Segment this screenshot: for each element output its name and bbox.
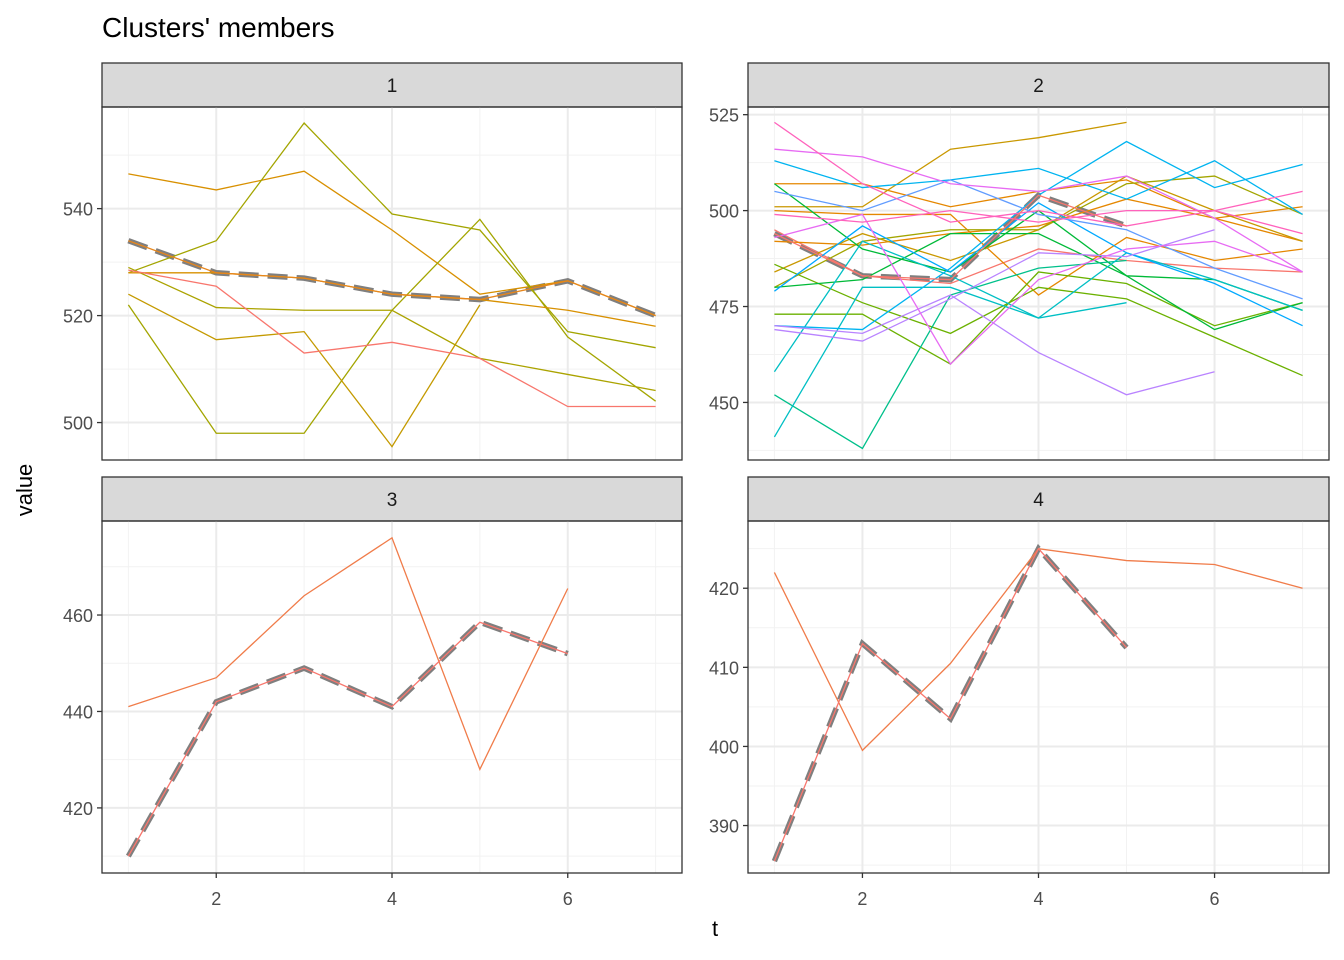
strip-label-4: 4 bbox=[1033, 490, 1044, 511]
series-line-2-23 bbox=[774, 209, 1303, 235]
y-tick-label: 500 bbox=[63, 414, 93, 434]
series-line-3-1 bbox=[127, 621, 568, 857]
series-line-3-0 bbox=[128, 536, 569, 771]
series-line-1-4 bbox=[128, 293, 481, 448]
y-tick-label: 400 bbox=[709, 737, 739, 757]
chart-title: Clusters' members bbox=[102, 12, 335, 43]
series-line-1-1 bbox=[128, 122, 656, 349]
strip-bg-2 bbox=[747, 62, 1330, 108]
series-line-4-1 bbox=[773, 547, 1128, 862]
y-tick-label: 475 bbox=[709, 298, 739, 318]
series-line-2-21 bbox=[774, 213, 1303, 366]
strip-label-2: 2 bbox=[1033, 76, 1044, 97]
y-tick-label: 440 bbox=[63, 702, 93, 722]
x-tick-label: 2 bbox=[211, 889, 221, 909]
x-tick-label: 4 bbox=[1033, 889, 1043, 909]
strip-bg-4 bbox=[747, 476, 1330, 522]
series-line-2-19 bbox=[774, 229, 1215, 342]
y-tick-label: 525 bbox=[709, 106, 739, 126]
strip-label-1: 1 bbox=[387, 76, 398, 97]
y-tick-label: 520 bbox=[63, 307, 93, 327]
series-line-2-16 bbox=[774, 202, 1303, 327]
series-line-1-3 bbox=[128, 266, 656, 392]
series-line-2-14 bbox=[774, 159, 1303, 215]
series-line-2-17 bbox=[774, 179, 1303, 300]
x-axis-label: t bbox=[711, 916, 719, 941]
panel-border-2 bbox=[747, 106, 1330, 461]
series-line-2-20 bbox=[774, 148, 1303, 273]
series-line-2-24 bbox=[774, 194, 1127, 281]
x-tick-label: 6 bbox=[1210, 889, 1220, 909]
y-tick-label: 420 bbox=[63, 799, 93, 819]
series-line-2-4 bbox=[774, 121, 1127, 208]
x-tick-label: 6 bbox=[563, 889, 573, 909]
y-tick-label: 460 bbox=[63, 606, 93, 626]
y-tick-label: 410 bbox=[709, 658, 739, 678]
x-tick-label: 2 bbox=[857, 889, 867, 909]
series-line-2-8 bbox=[774, 271, 1303, 365]
y-tick-label: 420 bbox=[709, 579, 739, 599]
y-tick-label: 390 bbox=[709, 817, 739, 837]
strip-bg-1 bbox=[101, 62, 683, 108]
y-tick-label: 500 bbox=[709, 202, 739, 222]
series-line-2-10 bbox=[774, 232, 1303, 331]
panel-border-1 bbox=[101, 106, 683, 461]
strip-bg-3 bbox=[101, 476, 683, 522]
y-tick-label: 450 bbox=[709, 393, 739, 413]
series-line-1-6 bbox=[128, 269, 656, 408]
x-tick-label: 4 bbox=[387, 889, 397, 909]
series-line-2-7 bbox=[774, 263, 1303, 377]
series-line-2-18 bbox=[774, 294, 1215, 396]
y-tick-label: 540 bbox=[63, 200, 93, 220]
series-line-1-7 bbox=[128, 240, 656, 317]
strip-label-3: 3 bbox=[387, 490, 398, 511]
